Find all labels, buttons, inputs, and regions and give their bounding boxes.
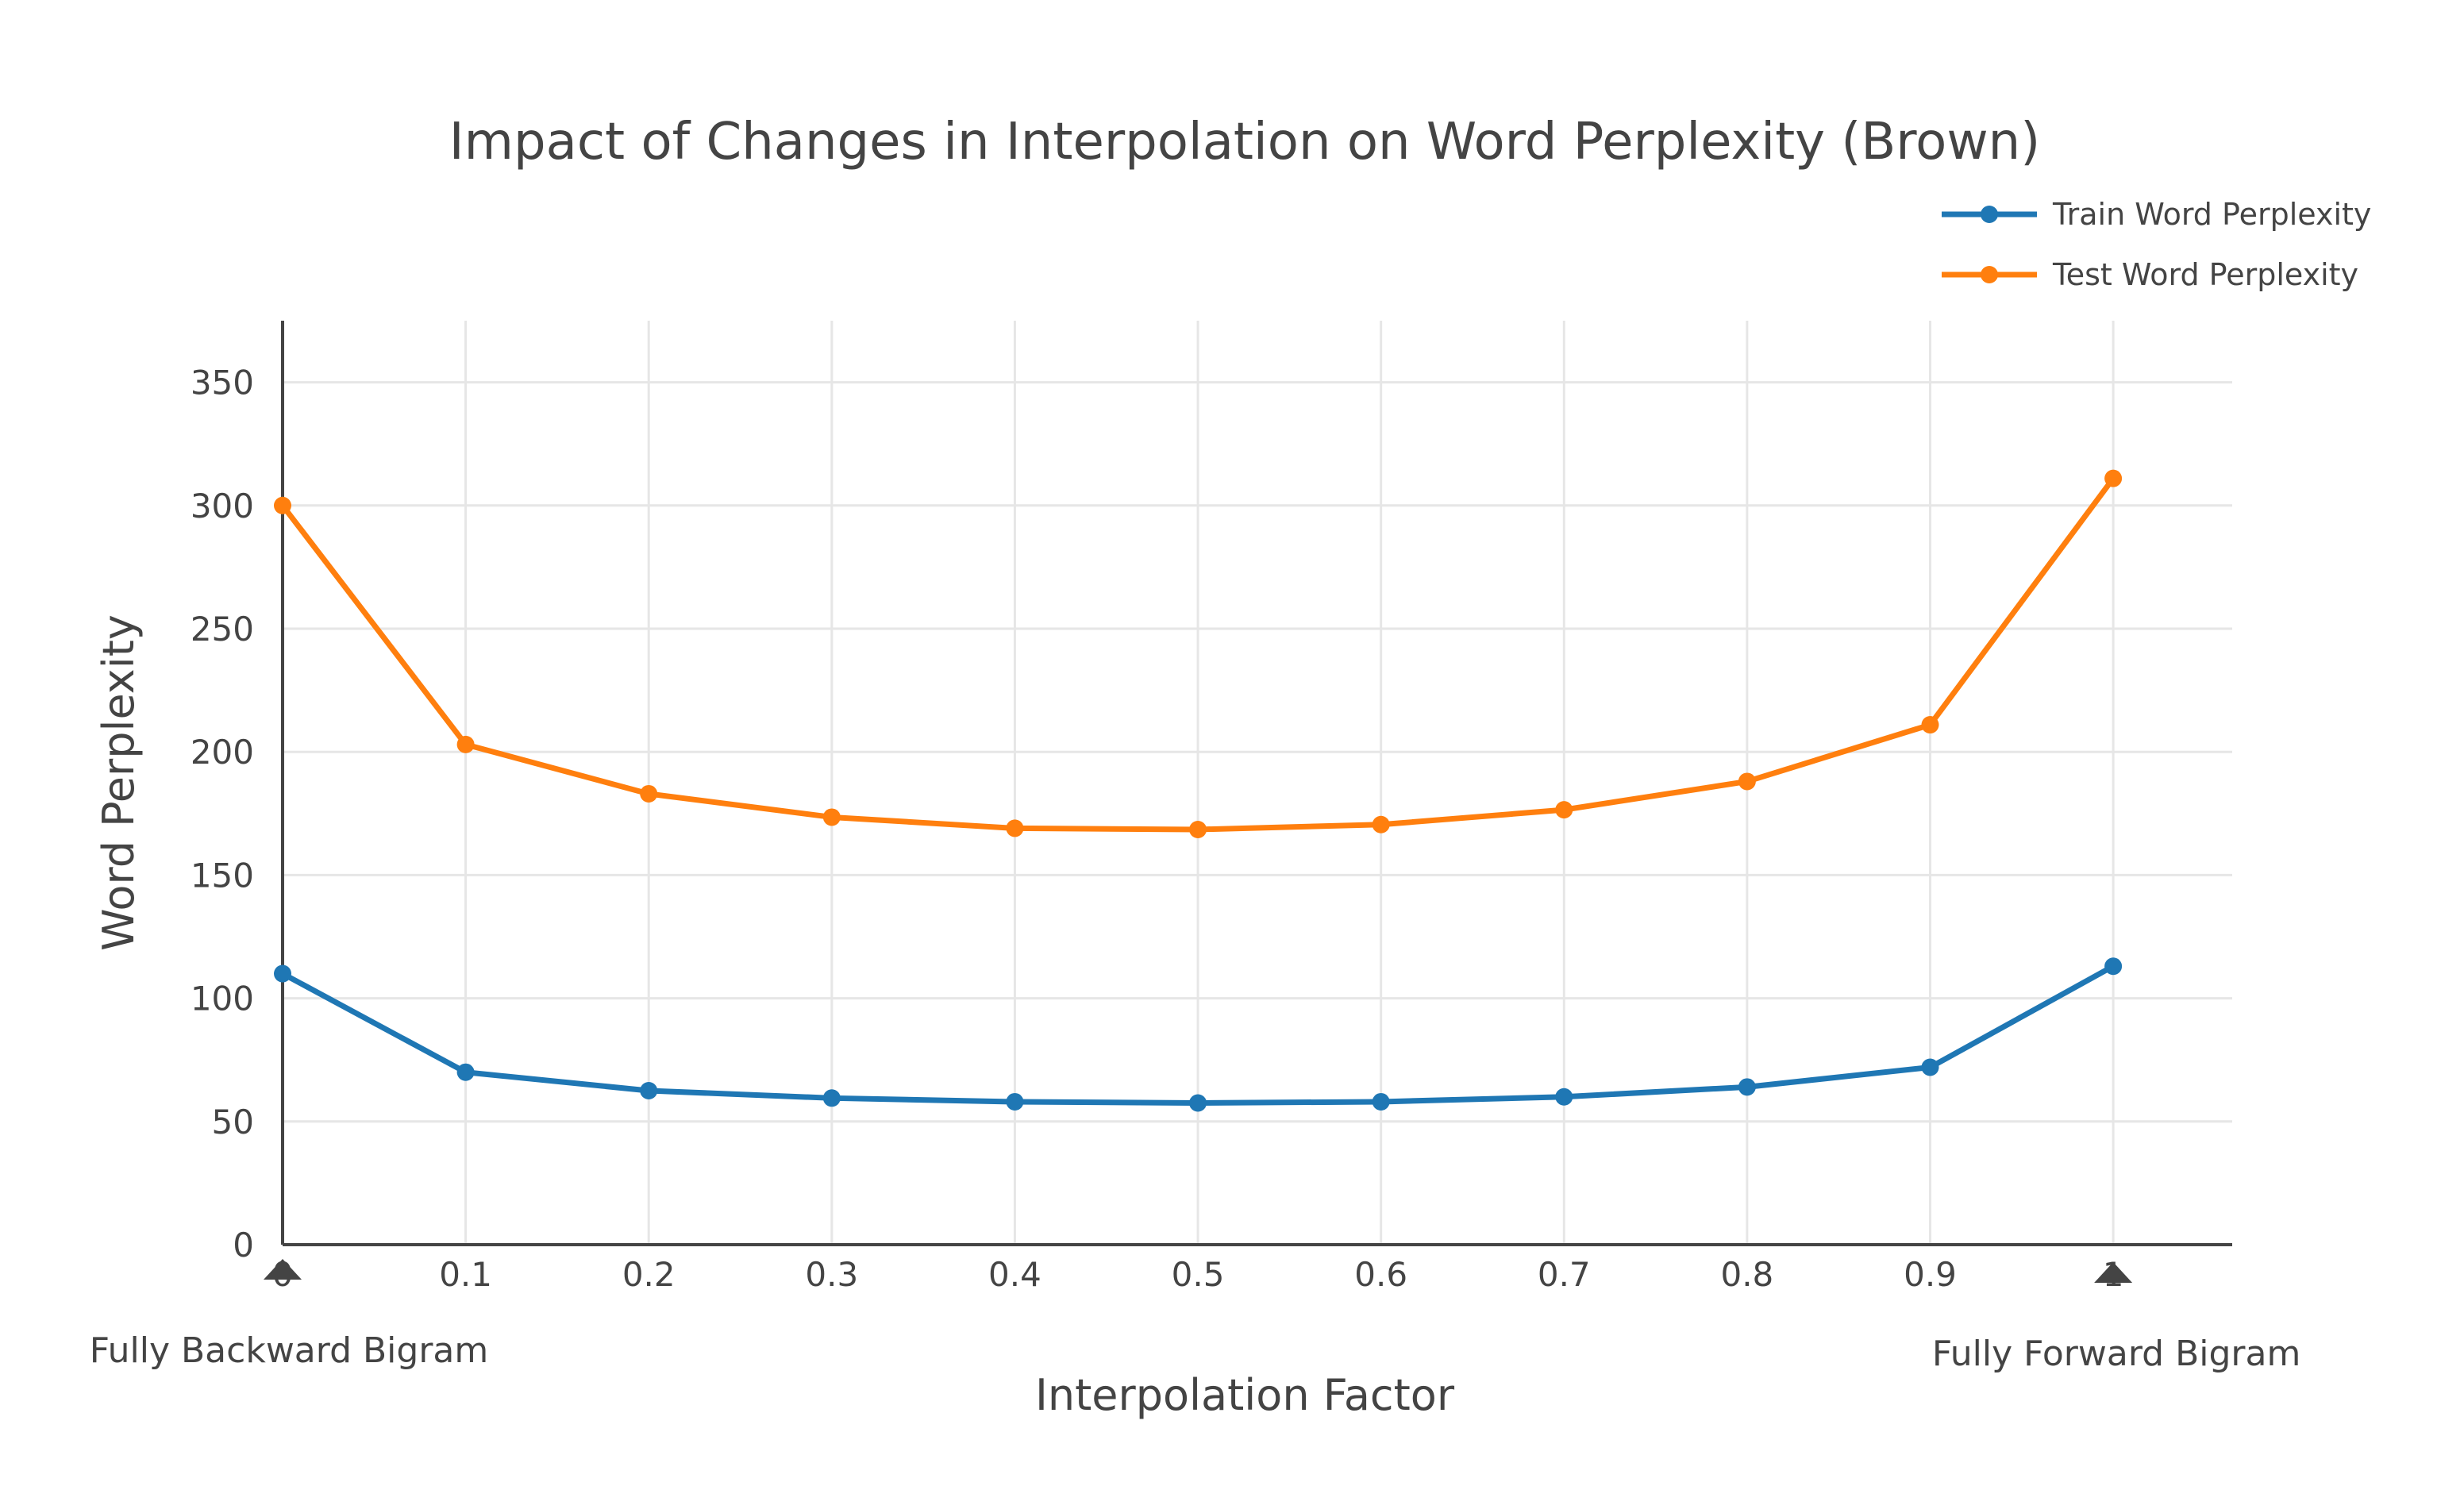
x-tick-label: 0.3: [805, 1255, 858, 1294]
legend-swatch-marker: [1981, 266, 1998, 283]
data-point: [640, 1082, 658, 1099]
series: [274, 469, 2123, 1112]
data-point: [1189, 1094, 1207, 1112]
data-point: [1006, 1092, 1024, 1111]
data-point: [1738, 1078, 1756, 1096]
data-point: [822, 808, 841, 826]
y-tick-label: 150: [191, 856, 254, 895]
data-point: [2104, 957, 2123, 976]
legend[interactable]: Train Word Perplexity Test Word Perplexit…: [1942, 197, 2371, 292]
y-tick-label: 350: [191, 364, 254, 402]
data-point: [822, 1089, 841, 1107]
annotation-arrow: [2094, 1262, 2133, 1283]
x-tick-label: 0.4: [988, 1255, 1041, 1294]
x-tick-label: 0.6: [1354, 1255, 1407, 1294]
y-tick-label: 50: [212, 1103, 254, 1141]
legend-label: Train Word Perplexity: [2052, 197, 2371, 232]
x-tick-label: 0.7: [1538, 1255, 1591, 1294]
x-tick-label: 0.5: [1172, 1255, 1225, 1294]
y-tick-label: 200: [191, 733, 254, 772]
gridlines: [283, 321, 2232, 1245]
data-point: [1738, 772, 1756, 791]
data-point: [456, 735, 475, 753]
data-point: [274, 964, 291, 983]
annotation-label: Fully Forward Bigram: [1932, 1334, 2300, 1374]
data-point: [1189, 820, 1207, 838]
x-tick-label: 0.8: [1720, 1255, 1773, 1294]
x-axis-title: Interpolation Factor: [1035, 1370, 1455, 1420]
legend-swatch-marker: [1981, 206, 1998, 223]
data-point: [1921, 716, 1939, 734]
data-point: [1555, 1088, 1573, 1106]
legend-item-1[interactable]: Train Word Perplexity: [1942, 197, 2371, 232]
legend-item-2[interactable]: Test Word Perplexity: [1942, 257, 2358, 292]
annotation-arrow: [264, 1259, 302, 1280]
data-point: [1372, 815, 1390, 833]
x-tick-label: 0.2: [622, 1255, 676, 1294]
data-point: [456, 1063, 475, 1081]
y-tick-label: 0: [233, 1226, 254, 1265]
y-axis-title: Word Perplexity: [94, 614, 144, 951]
legend-label: Test Word Perplexity: [2052, 257, 2358, 292]
data-point: [1555, 801, 1573, 819]
annotations: Fully Backward Bigram Fully Forward Bigra…: [90, 1259, 2300, 1374]
x-tick-label: 0.9: [1904, 1255, 1957, 1294]
tick-labels: 00.10.20.30.40.50.60.70.80.9105010015020…: [191, 364, 2124, 1294]
axes: [281, 321, 2232, 1246]
y-tick-label: 100: [191, 980, 254, 1018]
data-point: [1372, 1092, 1390, 1111]
data-point: [1006, 819, 1024, 837]
chart-title: Impact of Changes in Interpolation on Wo…: [449, 113, 2040, 171]
annotation-label: Fully Backward Bigram: [90, 1330, 489, 1371]
x-tick-label: 0.1: [439, 1255, 492, 1294]
y-tick-label: 250: [191, 610, 254, 649]
data-point: [1921, 1058, 1939, 1076]
data-point: [2104, 469, 2123, 487]
y-tick-label: 300: [191, 487, 254, 525]
data-point: [274, 496, 291, 514]
data-point: [640, 784, 658, 803]
